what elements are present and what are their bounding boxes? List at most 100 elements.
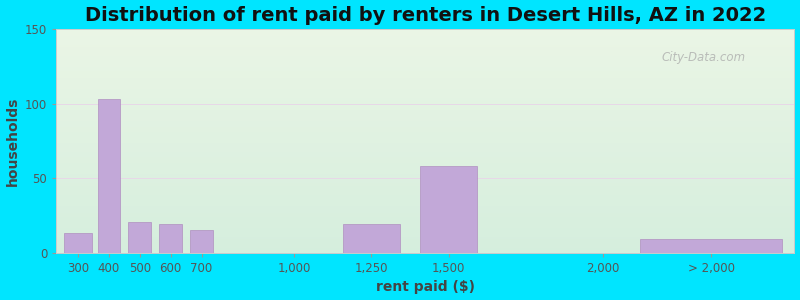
Bar (56, 121, 794, 123)
Bar (56, 175, 794, 177)
Bar (56, 98, 794, 101)
Bar (56, 80, 794, 83)
Bar (56, 150, 794, 152)
Bar (56, 47, 794, 49)
Bar (56, 38, 794, 40)
Bar (56, 49, 794, 51)
Bar (56, 244, 794, 246)
Bar (56, 192, 794, 195)
Bar (56, 60, 794, 62)
Bar (129, 221, 151, 253)
Bar (56, 71, 794, 74)
Bar (56, 221, 794, 224)
Bar (56, 188, 794, 190)
Bar (56, 53, 794, 56)
Bar (190, 230, 213, 253)
Bar (56, 123, 794, 125)
Bar (56, 141, 794, 143)
Bar (56, 31, 794, 33)
Text: City-Data.com: City-Data.com (662, 51, 746, 64)
Bar (56, 67, 794, 69)
Bar (56, 195, 794, 197)
Bar (64, 233, 92, 253)
Bar (56, 51, 794, 53)
Bar (56, 130, 794, 132)
Bar (56, 33, 794, 36)
Bar (56, 212, 794, 215)
Bar (56, 242, 794, 244)
Bar (56, 105, 794, 107)
Bar (56, 163, 794, 166)
Bar (56, 143, 794, 146)
Bar (56, 159, 794, 161)
Bar (56, 206, 794, 208)
Bar (56, 65, 794, 67)
Bar (56, 166, 794, 168)
Bar (56, 250, 794, 253)
Bar (56, 179, 794, 181)
Bar (56, 114, 794, 116)
Bar (56, 219, 794, 221)
Bar (56, 58, 794, 60)
Title: Distribution of rent paid by renters in Desert Hills, AZ in 2022: Distribution of rent paid by renters in … (85, 6, 766, 25)
Bar (56, 29, 794, 31)
Bar (56, 239, 794, 242)
Bar (56, 172, 794, 175)
Bar (56, 118, 794, 121)
Bar (56, 157, 794, 159)
Bar (56, 107, 794, 110)
Bar (56, 181, 794, 183)
Bar (56, 152, 794, 154)
Bar (56, 112, 794, 114)
Bar (56, 146, 794, 148)
Bar (56, 248, 794, 250)
Bar (56, 186, 794, 188)
Bar (56, 45, 794, 47)
Bar (56, 40, 794, 42)
Bar (56, 177, 794, 179)
Bar (56, 190, 794, 192)
Bar (56, 96, 794, 98)
Bar (56, 103, 794, 105)
Bar (56, 110, 794, 112)
Bar (56, 42, 794, 45)
Bar (56, 226, 794, 228)
Bar (56, 235, 794, 237)
Bar (56, 228, 794, 230)
Bar (56, 139, 794, 141)
Bar (56, 215, 794, 217)
Bar (56, 128, 794, 130)
Bar (56, 85, 794, 87)
Bar (56, 217, 794, 219)
Bar (56, 224, 794, 226)
Bar (56, 78, 794, 80)
Bar (56, 92, 794, 94)
Bar (56, 56, 794, 58)
Bar (56, 116, 794, 119)
Bar (56, 132, 794, 134)
Bar (56, 204, 794, 206)
Bar (56, 74, 794, 76)
Bar (56, 36, 794, 38)
Bar (56, 82, 794, 85)
Bar (343, 224, 400, 253)
Bar (56, 233, 794, 235)
Bar (56, 94, 794, 96)
Bar (56, 230, 794, 233)
X-axis label: rent paid ($): rent paid ($) (376, 280, 475, 294)
Bar (56, 76, 794, 78)
Bar (56, 154, 794, 157)
Bar (420, 166, 477, 253)
Bar (56, 136, 794, 139)
Bar (98, 99, 120, 253)
Bar (56, 148, 794, 150)
Bar (56, 134, 794, 136)
Bar (56, 197, 794, 199)
Bar (56, 201, 794, 204)
Y-axis label: households: households (6, 96, 19, 186)
Bar (56, 170, 794, 172)
Bar (56, 168, 794, 170)
Bar (56, 89, 794, 92)
Bar (56, 62, 794, 65)
Bar (56, 237, 794, 239)
